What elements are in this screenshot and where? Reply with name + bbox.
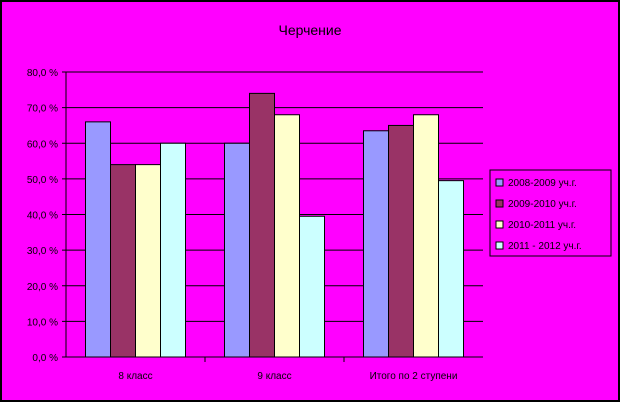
x-tick-labels: 8 класс 9 класс Итого по 2 ступени [118,357,457,382]
bar [160,142,186,358]
bar [388,124,414,358]
legend-swatch-2009-2010 [495,199,504,208]
legend-label-2009-2010: 2009-2010 уч.г. [508,199,577,210]
bar [224,142,250,358]
y-tick-label: 40,0 % [27,211,58,222]
bar [85,121,111,358]
bar [274,114,300,358]
legend-swatch-2008-2009 [495,178,504,187]
x-tick-label: 8 класс [118,371,152,382]
legend-label-2010-2011: 2010-2011 уч.г. [508,220,576,231]
bar [135,164,161,358]
y-tick-label: 50,0 % [27,175,58,186]
bar [438,180,464,358]
legend-swatch-2010-2011 [495,220,504,229]
legend-box [489,169,612,257]
y-tick-label: 60,0 % [27,139,58,150]
bar [363,130,389,358]
legend-label-2008-2009: 2008-2009 уч.г. [508,178,577,189]
chart-title: Черчение [278,22,341,38]
bar [299,215,325,358]
y-tick-label: 80,0 % [27,68,58,79]
y-tick-label: 10,0 % [27,317,58,328]
x-tick-label: 9 класс [257,371,291,382]
y-tick-label: 30,0 % [27,246,58,257]
legend-swatch-2011-2012 [495,241,504,250]
y-tick-label: 0,0 % [32,353,58,364]
y-tick-label: 20,0 % [27,282,58,293]
y-tick-label: 70,0 % [27,104,58,115]
bar [110,164,136,358]
x-tick-label: Итого по 2 ступени [370,371,458,382]
bars [85,92,464,358]
y-tick-labels: 0,0 % 10,0 % 20,0 % 30,0 % 40,0 % 50,0 % 60,0 … [27,68,58,364]
bar [249,92,275,358]
legend: 2008-2009 уч.г. 2009-2010 уч.г. 2010-201… [489,169,612,257]
bar [413,114,439,358]
legend-label-2011-2012: 2011 - 2012 уч.г. [508,241,582,252]
